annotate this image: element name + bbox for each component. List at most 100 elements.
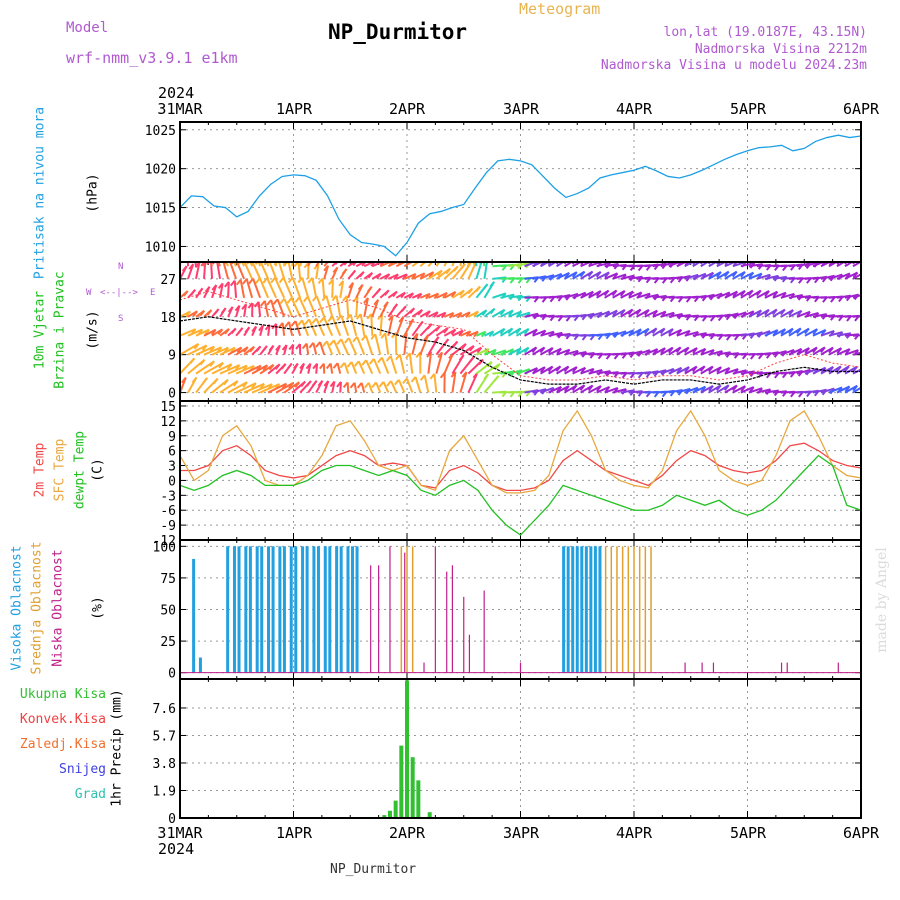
wind-barb: [820, 262, 832, 268]
wind-barb-flag: [652, 309, 659, 317]
wind-barb: [732, 369, 747, 375]
wind-barb-flag: [596, 290, 602, 297]
wind-barb-flag: [401, 305, 407, 312]
wind-barb: [668, 328, 682, 337]
wind-barb-flag: [255, 277, 261, 284]
wind-barb-flag: [274, 363, 281, 370]
y-tick-label-3-0: 0: [168, 667, 176, 682]
wind-barb: [860, 391, 861, 393]
low-cloud-bar: [378, 565, 380, 673]
wind-barb: [356, 336, 366, 356]
wind-barb-flag: [450, 328, 457, 336]
wind-barb: [780, 348, 795, 356]
wind-barb-flag: [796, 310, 803, 317]
wind-barb-flag: [408, 318, 415, 325]
low-cloud-bar: [468, 634, 471, 673]
wind-barb: [315, 295, 326, 318]
wind-barb-flag: [499, 328, 506, 335]
wind-barb-flag: [572, 271, 578, 278]
wind-barb-flag: [804, 327, 810, 335]
wind-barb-flag: [571, 384, 578, 392]
high-cloud-bar: [562, 546, 566, 673]
wind-gust-line: [179, 290, 862, 381]
wind-barb-flag: [667, 346, 674, 354]
date-bottom-3: 3APR: [502, 824, 540, 842]
wind-barb-flag: [732, 290, 739, 298]
wind-barb: [636, 292, 651, 299]
wind-barb-flag: [234, 304, 241, 312]
compass-arrows: <--|-->: [100, 288, 138, 298]
wind-barb-flag: [587, 270, 594, 278]
wind-barb: [580, 312, 595, 318]
wind-barb: [508, 294, 523, 299]
wind-barb-flag: [860, 371, 861, 372]
wind-barb: [612, 388, 627, 394]
wind-barb-flag: [181, 265, 188, 272]
wind-barb-flag: [450, 246, 454, 251]
wind-barb: [852, 314, 861, 318]
wind-compass: N E S W <--|-->: [86, 262, 155, 324]
precip-bar: [393, 800, 398, 818]
wind-barb: [419, 271, 434, 280]
wind-barb-flag: [764, 290, 770, 297]
wind-barb: [860, 315, 861, 317]
wind-barb-flag: [431, 253, 435, 258]
wind-barb: [195, 328, 210, 337]
y-tick-label-4-2: 3.8: [153, 757, 176, 772]
wind-barb-flag: [247, 302, 254, 309]
wind-barb: [500, 293, 515, 299]
wind-barb: [556, 271, 570, 280]
wind-barb: [367, 382, 374, 393]
wind-barb-flag: [262, 277, 268, 284]
wind-barb: [772, 291, 787, 299]
wind-barb-flag: [747, 289, 754, 297]
wind-barb: [820, 274, 835, 280]
wind-barb-flag: [251, 325, 257, 333]
wind-barb-flag: [217, 282, 224, 289]
wind-barb: [275, 382, 294, 394]
wind-barb: [796, 295, 811, 299]
wind-barb: [716, 351, 731, 356]
wind-barb: [756, 388, 771, 394]
wind-barb: [860, 353, 861, 355]
year-bottom: 2024: [158, 840, 195, 858]
wind-barb-flag: [495, 363, 501, 370]
wind-barb-flag: [331, 294, 338, 302]
wind-barb: [556, 332, 571, 337]
wind-barb-flag: [304, 318, 310, 325]
wind-barb-flag: [869, 385, 873, 390]
wind-barb: [389, 355, 398, 374]
wind-barb: [612, 330, 627, 337]
wind-barb-flag: [731, 270, 738, 278]
wind-barb: [274, 277, 286, 299]
wind-barb: [233, 280, 238, 298]
panel-frame-4: [179, 678, 862, 819]
wind-barb: [604, 371, 619, 375]
wind-barb-flag: [385, 355, 392, 362]
wind-barb-flag: [262, 345, 268, 352]
wind-barb: [394, 332, 398, 355]
wind-barb-flag: [428, 271, 435, 278]
wind-barb-flag: [440, 312, 447, 319]
wind-barb-flag: [603, 289, 610, 297]
high-cloud-bar: [598, 546, 602, 673]
y-tick-label-1-0: 0: [168, 387, 176, 402]
wind-barb-flag: [223, 247, 227, 252]
wind-barb: [411, 333, 419, 355]
wind-barb-flag: [716, 262, 720, 265]
wind-barb: [288, 321, 294, 336]
wind-barb: [379, 262, 393, 268]
wind-barb-flag: [384, 289, 390, 296]
wind-barb: [243, 304, 248, 317]
wind-barb-flag: [384, 273, 391, 280]
high-cloud-bar: [232, 546, 236, 673]
wind-barb-flag: [349, 382, 356, 389]
high-cloud-bar: [328, 546, 332, 673]
wind-barb: [227, 381, 248, 394]
wind-barb-flag: [394, 379, 400, 386]
wind-barb: [311, 277, 318, 298]
y-tick-label-2-3: -3: [160, 489, 176, 504]
wind-barb: [788, 369, 803, 375]
wind-barb: [788, 347, 803, 356]
wind-barb-flag: [244, 326, 251, 333]
